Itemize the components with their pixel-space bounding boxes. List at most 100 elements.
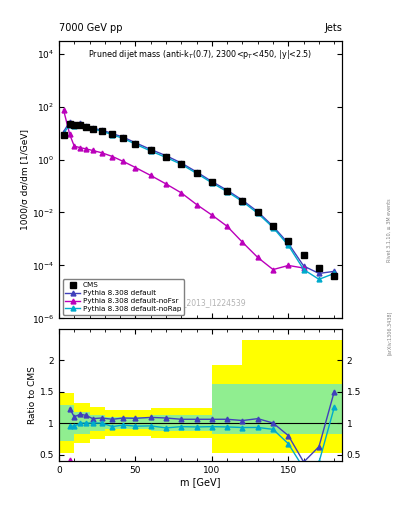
Pythia 8.308 default [194,169,199,175]
Pythia 8.308 default-noRap [209,180,214,186]
Pythia 8.308 default-noFsr [301,265,306,271]
Line: Pythia 8.308 default-noFsr: Pythia 8.308 default-noFsr [61,108,306,272]
CMS [84,124,89,130]
Pythia 8.308 default [149,146,153,153]
Pythia 8.308 default-noRap [225,188,230,195]
Pythia 8.308 default-noFsr [271,266,275,272]
Text: Jets: Jets [324,23,342,33]
Pythia 8.308 default-noFsr [209,212,214,218]
Pythia 8.308 default [286,240,291,246]
Pythia 8.308 default [61,129,66,135]
Pythia 8.308 default [72,121,77,127]
Pythia 8.308 default-noRap [99,128,104,134]
Pythia 8.308 default-noRap [163,154,168,160]
Pythia 8.308 default [67,119,72,125]
CMS [99,128,104,134]
Pythia 8.308 default [99,127,104,133]
Pythia 8.308 default-noRap [301,266,306,272]
Pythia 8.308 default-noRap [84,124,89,130]
Pythia 8.308 default-noRap [110,132,115,138]
Pythia 8.308 default-noFsr [99,150,104,156]
CMS [72,122,77,128]
Pythia 8.308 default-noRap [194,170,199,177]
Pythia 8.308 default [240,197,245,203]
X-axis label: m [GeV]: m [GeV] [180,477,221,487]
Pythia 8.308 default-noFsr [67,131,72,137]
Pythia 8.308 default-noFsr [84,146,89,152]
Pythia 8.308 default-noRap [179,161,184,167]
Pythia 8.308 default [271,223,275,229]
Pythia 8.308 default-noRap [90,126,95,132]
CMS [149,147,153,154]
Line: Pythia 8.308 default: Pythia 8.308 default [61,119,337,276]
CMS [225,188,230,194]
CMS [67,121,72,127]
Pythia 8.308 default-noFsr [240,239,245,245]
Pythia 8.308 default [209,179,214,185]
CMS [163,154,168,160]
Line: CMS: CMS [61,121,337,279]
CMS [78,121,83,127]
Pythia 8.308 default-noRap [286,242,291,248]
Pythia 8.308 default-noRap [67,121,72,127]
Text: Pruned dijet mass (anti-k$_T$(0.7), 2300<p$_T$<450, |y|<2.5): Pruned dijet mass (anti-k$_T$(0.7), 2300… [88,48,312,61]
Y-axis label: Ratio to CMS: Ratio to CMS [28,366,37,423]
Legend: CMS, Pythia 8.308 default, Pythia 8.308 default-noFsr, Pythia 8.308 default-noRa: CMS, Pythia 8.308 default, Pythia 8.308 … [62,280,184,315]
Pythia 8.308 default [255,209,260,215]
Text: 7000 GeV pp: 7000 GeV pp [59,23,123,33]
Pythia 8.308 default-noRap [271,224,275,230]
Pythia 8.308 default-noFsr [225,223,230,229]
CMS [110,131,115,137]
CMS [301,252,306,258]
Text: [arXiv:1306.3438]: [arXiv:1306.3438] [387,311,392,355]
Pythia 8.308 default-noFsr [121,158,125,164]
CMS [332,273,337,279]
Text: CMS_2013_I1224539: CMS_2013_I1224539 [166,298,246,307]
CMS [194,169,199,176]
CMS [255,209,260,216]
Pythia 8.308 default-noFsr [72,143,77,149]
Pythia 8.308 default [84,122,89,129]
CMS [133,140,138,146]
Pythia 8.308 default-noRap [121,135,125,141]
Pythia 8.308 default-noRap [149,148,153,154]
Pythia 8.308 default [317,270,321,276]
Pythia 8.308 default-noFsr [78,144,83,151]
Pythia 8.308 default [133,140,138,146]
Pythia 8.308 default [225,187,230,194]
Pythia 8.308 default [121,134,125,140]
Pythia 8.308 default-noFsr [163,181,168,187]
Pythia 8.308 default-noFsr [179,190,184,196]
Line: Pythia 8.308 default-noRap: Pythia 8.308 default-noRap [61,122,337,282]
CMS [90,126,95,132]
Pythia 8.308 default [332,268,337,274]
Pythia 8.308 default-noRap [332,270,337,276]
Pythia 8.308 default-noRap [61,131,66,137]
Pythia 8.308 default-noRap [255,210,260,217]
CMS [179,161,184,167]
CMS [209,179,214,185]
Pythia 8.308 default-noFsr [149,173,153,179]
CMS [271,223,275,229]
Pythia 8.308 default [110,131,115,137]
Pythia 8.308 default-noRap [78,121,83,127]
CMS [317,265,321,271]
Pythia 8.308 default-noRap [317,276,321,283]
Pythia 8.308 default-noFsr [286,262,291,268]
CMS [286,238,291,244]
Pythia 8.308 default-noRap [240,199,245,205]
CMS [121,135,125,141]
Pythia 8.308 default-noFsr [194,201,199,207]
Pythia 8.308 default [163,153,168,159]
Pythia 8.308 default-noRap [72,122,77,129]
Pythia 8.308 default-noFsr [61,107,66,113]
Pythia 8.308 default-noFsr [133,164,138,170]
Pythia 8.308 default-noFsr [255,254,260,261]
Pythia 8.308 default [301,263,306,269]
Y-axis label: 1000/σ dσ/dm [1/GeV]: 1000/σ dσ/dm [1/GeV] [20,129,29,230]
Pythia 8.308 default-noFsr [90,147,95,154]
CMS [61,132,66,138]
Pythia 8.308 default [179,160,184,166]
Pythia 8.308 default [90,125,95,132]
Pythia 8.308 default-noRap [133,141,138,147]
